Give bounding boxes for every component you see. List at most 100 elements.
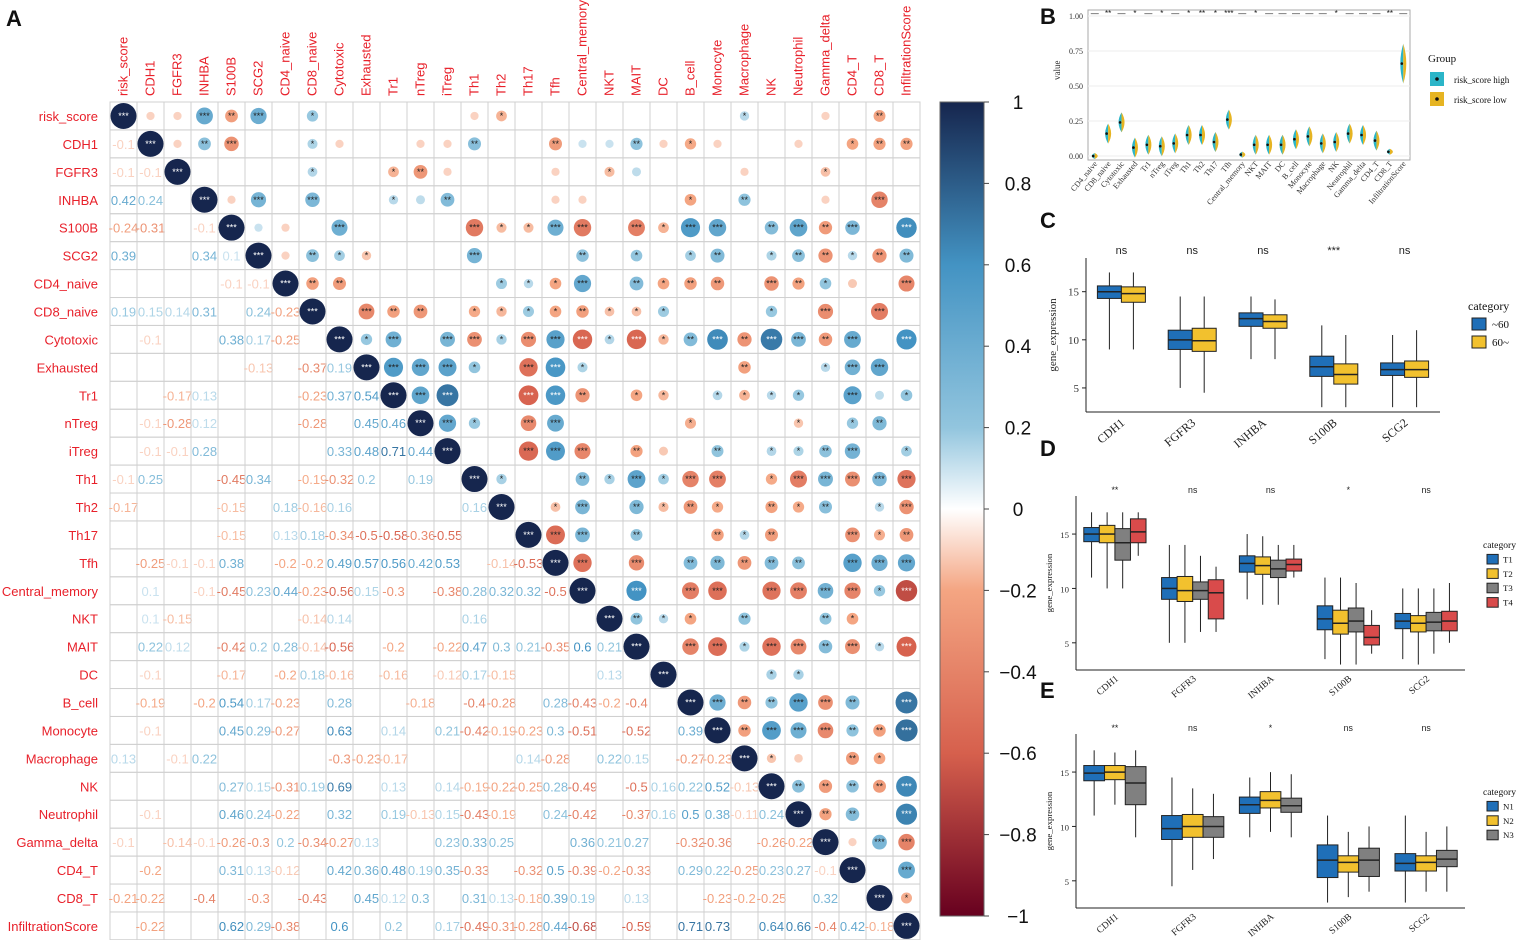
corr-circle — [818, 332, 833, 347]
corr-circle — [680, 218, 701, 238]
legend-swatch — [1486, 815, 1499, 826]
corr-circle — [407, 410, 434, 437]
significance-stars: * — [311, 139, 315, 149]
corr-circle — [870, 302, 889, 320]
corr-circle — [496, 222, 507, 233]
corr-circle — [873, 110, 886, 122]
significance-stars: *** — [307, 195, 318, 205]
significance-stars: *** — [280, 279, 291, 289]
corr-value: -0.1 — [220, 277, 242, 292]
significance-stars: ** — [876, 139, 884, 149]
corr-circle — [874, 390, 885, 400]
significance-stars: *** — [577, 279, 588, 289]
corr-circle — [739, 111, 750, 121]
x-tick-label: INHBA — [1246, 911, 1276, 939]
significance-label: * — [1269, 723, 1273, 733]
corr-circle — [578, 195, 587, 204]
significance-stars: *** — [550, 362, 561, 372]
significance-stars: *** — [334, 223, 345, 233]
significance-stars: * — [608, 334, 612, 344]
box — [1358, 847, 1380, 877]
significance-stars: * — [581, 362, 585, 372]
corr-circle — [577, 362, 588, 373]
significance-stars: * — [392, 195, 396, 205]
corr-circle — [626, 329, 647, 350]
corr-circle — [380, 382, 407, 409]
corr-circle — [361, 250, 372, 261]
significance-stars: *** — [415, 390, 426, 400]
corr-value: 0.12 — [192, 416, 217, 431]
significance-stars: *** — [523, 418, 534, 428]
corr-circle — [760, 328, 783, 351]
significance-stars: *** — [901, 223, 912, 233]
box — [1415, 855, 1437, 872]
significance-stars: * — [473, 418, 477, 428]
corr-circle — [465, 218, 484, 237]
significance-stars: * — [311, 111, 315, 121]
significance-stars: * — [662, 390, 666, 400]
corr-value: 0.48 — [354, 444, 379, 459]
box — [1124, 766, 1147, 806]
corr-circle — [416, 139, 425, 149]
significance-stars: * — [824, 167, 828, 177]
corr-circle — [173, 139, 182, 149]
significance-stars: *** — [901, 334, 912, 344]
significance-stars: ** — [687, 279, 695, 289]
significance-stars: *** — [226, 139, 237, 149]
panel-e-label: E — [1040, 678, 1055, 703]
significance-stars: ** — [741, 195, 749, 205]
corr-circle — [821, 111, 830, 121]
significance-stars: * — [365, 334, 369, 344]
corr-circle — [496, 306, 507, 317]
corr-value: -0.23 — [298, 388, 328, 403]
significance-stars: *** — [631, 334, 642, 344]
corr-circle — [360, 333, 373, 346]
corr-circle — [630, 249, 643, 262]
corr-circle — [846, 138, 859, 150]
corr-circle — [658, 334, 669, 345]
corr-circle — [470, 111, 479, 121]
corr-value: 0.44 — [408, 444, 433, 459]
significance-stars: *** — [145, 139, 156, 149]
significance-stars: *** — [874, 195, 885, 205]
x-tick-label: FGFR3 — [1169, 911, 1198, 938]
significance-stars: *** — [901, 279, 912, 289]
significance-stars: ** — [444, 195, 452, 205]
corr-circle — [549, 137, 562, 151]
corr-value: -0.13 — [244, 360, 274, 375]
corr-value: 0.14 — [165, 304, 190, 319]
corr-circle — [847, 250, 858, 261]
significance-stars: *** — [577, 334, 588, 344]
significance-stars: ** — [903, 139, 911, 149]
corr-circle — [438, 358, 457, 377]
corr-circle — [547, 414, 564, 432]
corr-circle — [765, 305, 778, 318]
significance-stars: *** — [712, 334, 723, 344]
corr-circle — [899, 248, 914, 263]
legend-swatch — [1486, 800, 1499, 812]
corr-circle — [657, 277, 670, 290]
corr-circle — [819, 277, 832, 290]
corr-circle — [896, 329, 917, 350]
corr-circle — [844, 330, 861, 348]
corr-circle — [307, 138, 318, 149]
significance-stars: *** — [550, 223, 561, 233]
significance-stars: *** — [442, 418, 453, 428]
corr-value: -0.1 — [139, 416, 161, 431]
significance-stars: * — [311, 167, 315, 177]
significance-stars: *** — [550, 418, 561, 428]
corr-value: -0.1 — [112, 137, 134, 152]
corr-circle — [817, 303, 834, 320]
corr-value: -0.24 — [109, 221, 139, 236]
significance-stars: *** — [307, 306, 318, 316]
significance-stars: *** — [199, 111, 210, 121]
significance-stars: ** — [822, 223, 830, 233]
corr-circle — [707, 329, 728, 350]
significance-stars: * — [770, 251, 774, 261]
correlation-heatmap: *** *** ** *** * * * **-0.1 *** ** *** * ** ** ** * * ** *… — [2, 0, 1037, 940]
corr-circle — [872, 416, 887, 431]
significance-stars: ** — [822, 334, 830, 344]
significance-stars: * — [770, 390, 774, 400]
significance-stars: *** — [469, 251, 480, 261]
significance-stars: *** — [442, 446, 453, 456]
